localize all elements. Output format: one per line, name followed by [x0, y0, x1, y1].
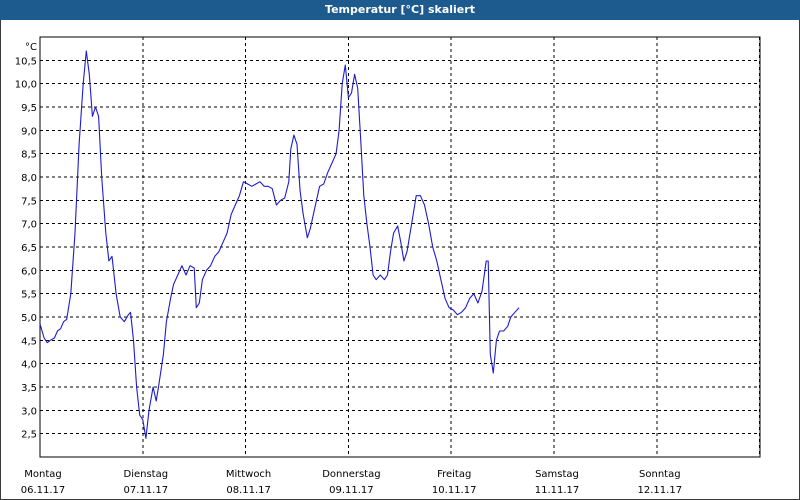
y-axis-label: °C — [25, 42, 37, 53]
y-tick-label: 7,5 — [21, 196, 37, 207]
y-tick-label: 6,5 — [21, 243, 37, 254]
x-tick-label-day: Freitag — [437, 469, 471, 480]
y-tick-label: 8,5 — [21, 150, 37, 161]
x-tick-label-day: Donnerstag — [322, 469, 380, 480]
x-tick-label-date: 08.11.17 — [226, 485, 271, 496]
x-tick-label-date: 10.11.17 — [432, 485, 477, 496]
y-tick-label: 9,5 — [21, 103, 37, 114]
y-tick-label: 5,0 — [21, 313, 37, 324]
y-tick-label: 5,5 — [21, 290, 37, 301]
window-title: Temperatur [°C] skaliert — [0, 0, 800, 20]
y-tick-label: 3,5 — [21, 383, 37, 394]
y-tick-label: 6,0 — [21, 266, 37, 277]
x-tick-label-date: 07.11.17 — [124, 485, 169, 496]
x-tick-label-day: Montag — [24, 469, 61, 480]
y-tick-label: 10,0 — [15, 80, 37, 91]
x-tick-label-date: 12.11.17 — [638, 485, 683, 496]
y-tick-label: 7,0 — [21, 220, 37, 231]
temperature-line-chart: 10,5 10,0 9,5 9,0 8,5 8,0 7,5 7,0 6,5 6,0 5,5 5,0 4,… — [15, 36, 761, 496]
y-tick-label: 2,5 — [21, 430, 37, 441]
y-tick-label: 9,0 — [21, 126, 37, 137]
y-tick-label: 10,5 — [15, 56, 37, 67]
x-tick-label-day: Samstag — [535, 469, 579, 480]
x-tick-label-day: Sonntag — [639, 469, 681, 480]
x-tick-label-date: 06.11.17 — [21, 485, 66, 496]
y-tick-label: 4,0 — [21, 360, 37, 371]
y-tick-label: 4,5 — [21, 336, 37, 347]
plot-frame — [39, 36, 761, 458]
x-tick-label-day: Dienstag — [124, 469, 169, 480]
y-tick-label: 8,0 — [21, 173, 37, 184]
x-tick-label-day: Mittwoch — [226, 469, 271, 480]
x-tick-label-date: 11.11.17 — [535, 485, 580, 496]
temperature-series-line — [39, 50, 520, 439]
y-tick-label: 3,0 — [21, 406, 37, 417]
x-tick-label-date: 09.11.17 — [329, 485, 374, 496]
